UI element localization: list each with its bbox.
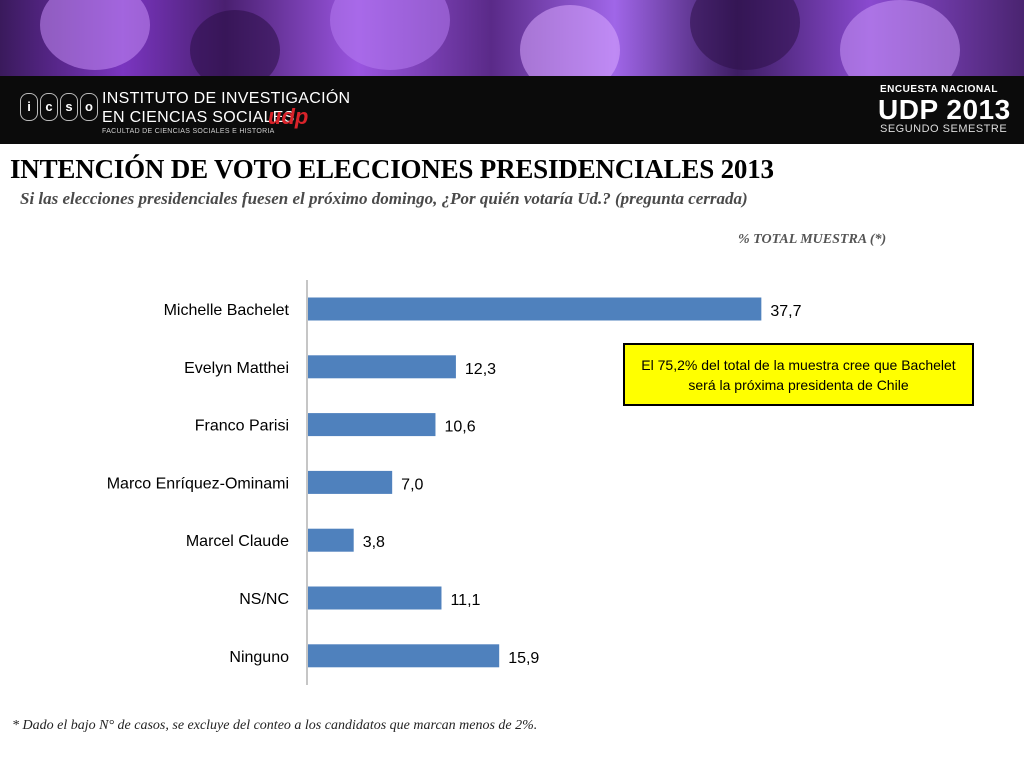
data-label: 15,9 [508,650,539,667]
banner-decoration [520,5,620,76]
bar [308,297,762,321]
footnote: * Dado el bajo N° de casos, se excluye d… [12,718,538,733]
data-label: 37,7 [770,303,801,320]
banner-decoration [40,0,150,70]
survey-title: UDP 2013 [878,94,1011,125]
vote-intention-chart: Michelle Bachelet 37,7 Evelyn Matthei 12,3 F… [107,280,802,685]
category-label: Marco Enríquez-Ominami [107,475,289,492]
data-label: 10,6 [444,419,475,436]
bar [308,413,436,437]
category-label: Franco Parisi [195,418,289,435]
bar [308,586,442,610]
page-subtitle: Si las elecciones presidenciales fuesen … [20,189,748,208]
measure-label: % TOTAL MUESTRA (*) [738,232,887,247]
callout-box: El 75,2% del total de la muestra cree qu… [623,343,974,406]
data-label: 7,0 [401,476,423,493]
institute-header-bar: i c s o INSTITUTO DE INVESTIGACIÓN EN CI… [0,76,1024,144]
logo-letter: i [20,93,38,121]
banner-decoration [330,0,450,70]
bar [308,355,456,379]
faculty-name: FACULTAD DE CIENCIAS SOCIALES E HISTORIA [102,128,275,135]
bar [308,470,393,494]
banner-decoration [690,0,800,70]
logo-letter: o [80,93,98,121]
category-label: NS/NC [239,591,289,608]
category-label: Marcel Claude [186,533,289,550]
institute-name-line1: INSTITUTO DE INVESTIGACIÓN [102,90,351,107]
logo-letter: s [60,93,78,121]
logo-letter: c [40,93,58,121]
category-label: Evelyn Matthei [184,360,289,377]
survey-label: ENCUESTA NACIONAL [880,84,998,95]
category-label: Michelle Bachelet [164,302,290,319]
banner-decoration [190,10,280,76]
data-label: 11,1 [450,592,480,609]
survey-period: SEGUNDO SEMESTRE [880,123,1008,135]
bar [308,644,500,668]
banner-decoration [840,0,960,76]
page-title: INTENCIÓN DE VOTO ELECCIONES PRESIDENCIA… [10,154,774,184]
data-label: 3,8 [363,534,385,551]
bar [308,528,354,552]
data-label: 12,3 [465,361,496,378]
chart-marks: Michelle Bachelet 37,7 Evelyn Matthei 12,3 F… [107,280,802,685]
header-photo-banner [0,0,1024,76]
institute-name-line2: EN CIENCIAS SOCIALES [102,109,295,126]
category-label: Ninguno [229,649,289,666]
udp-brand: udp [268,104,309,129]
